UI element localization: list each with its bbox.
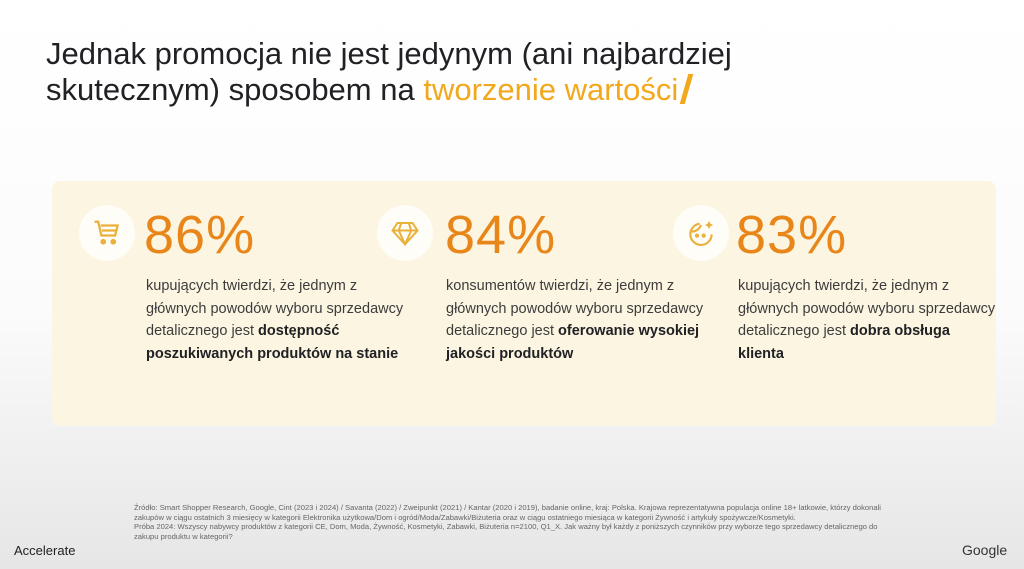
accelerate-logo: Accelerate — [14, 543, 76, 558]
stat-text: kupujących twierdzi, że jednym z głównyc… — [738, 278, 996, 339]
stats-card: 86% kupujących twierdzi, że jednym z głó… — [52, 181, 996, 426]
stat-bold: dobra obsługa klienta — [738, 323, 950, 362]
stat-text: konsumentów twierdzi, że jednym z główny… — [446, 278, 704, 339]
happy-face-sparkle-icon — [673, 205, 729, 261]
stat-value: 83% — [736, 205, 848, 265]
shopping-cart-icon — [79, 205, 135, 261]
footnote: Źródło: Smart Shopper Research, Google, … — [134, 503, 894, 541]
title-text: Jednak promocja nie jest jedynym (ani na… — [46, 36, 732, 107]
slash-mark — [680, 74, 694, 104]
stat-bold: dostępność poszukiwanych produktów na st… — [146, 323, 399, 362]
footnote-source: Źródło: Smart Shopper Research, Google, … — [134, 503, 881, 522]
stat-value: 84% — [445, 205, 557, 265]
stat-description: kupujących twierdzi, że jednym z głównyc… — [146, 275, 406, 365]
stat-bold: oferowanie wysokiej jakości produktów — [446, 323, 700, 362]
diamond-icon — [377, 205, 433, 261]
stat-description: kupujących twierdzi, że jednym z głównyc… — [738, 275, 998, 365]
stat-value: 86% — [144, 205, 256, 265]
title-accent: tworzenie wartości — [423, 72, 679, 107]
stat-description: konsumentów twierdzi, że jednym z główny… — [446, 275, 706, 365]
page-title: Jednak promocja nie jest jedynym (ani na… — [46, 36, 846, 108]
stat-text: kupujących twierdzi, że jednym z głównyc… — [146, 278, 404, 339]
footnote-sample: Próba 2024: Wszyscy nabywcy produktów z … — [134, 522, 878, 541]
google-logo: Google — [962, 542, 1008, 558]
